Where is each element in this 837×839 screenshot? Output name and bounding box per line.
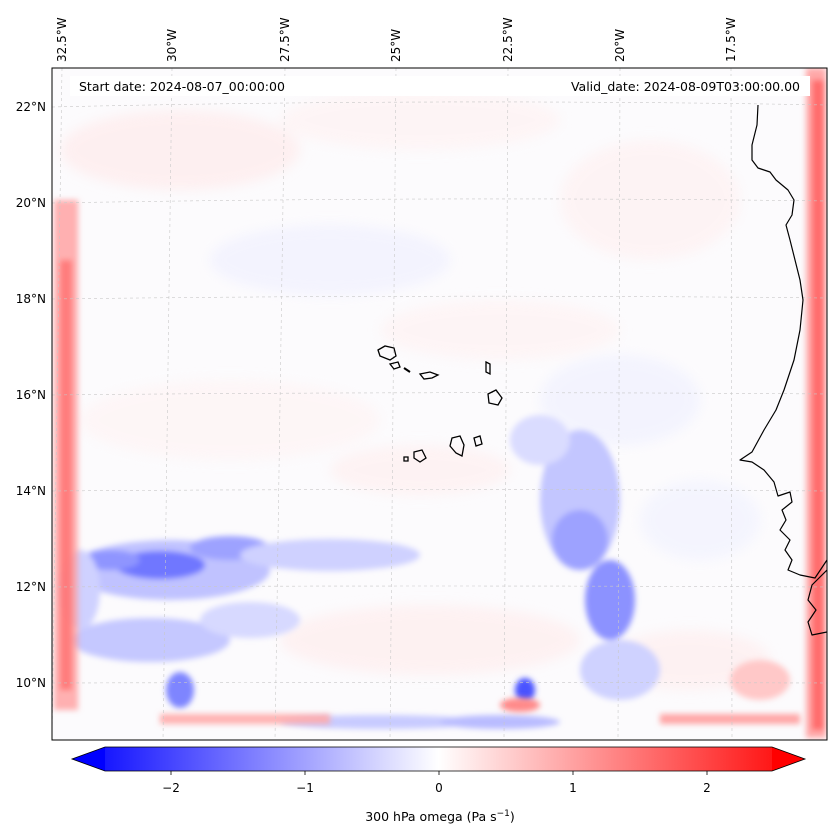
lat-label-14n: 14°N bbox=[16, 484, 46, 498]
map-frame bbox=[51, 67, 828, 741]
colorbar-tick-2: 2 bbox=[703, 781, 711, 795]
africa-coastline bbox=[739, 104, 827, 579]
valid-date-label: Valid_date: 2024-08-09T03:00:00.00 bbox=[571, 79, 800, 94]
colorbar-min-extend bbox=[72, 747, 105, 771]
colorbar-tick-neg2: −2 bbox=[162, 781, 180, 795]
colorbar: −2 −1 0 1 2 300 hPa omega (Pa s−1) bbox=[70, 746, 807, 824]
island-sao-nicolau bbox=[418, 371, 440, 380]
african-coast-south bbox=[807, 569, 827, 636]
coastline bbox=[739, 104, 827, 636]
lat-label-10n: 10°N bbox=[16, 676, 46, 690]
lat-label-18n: 18°N bbox=[16, 292, 46, 306]
lon-label-27-5w: 27.5°W bbox=[278, 17, 292, 62]
gridlines bbox=[52, 68, 827, 740]
lon-label-22-5w: 22.5°W bbox=[501, 17, 515, 62]
lat-label-16n: 16°N bbox=[16, 388, 46, 402]
lon-label-25w: 25°W bbox=[389, 29, 403, 62]
colorbar-max-extend bbox=[772, 747, 805, 771]
island-santa-luzia bbox=[403, 367, 411, 373]
colorbar-fill bbox=[72, 747, 805, 771]
lat-label-22n: 22°N bbox=[16, 100, 46, 114]
island-sal bbox=[485, 360, 491, 376]
lon-label-17-5w: 17.5°W bbox=[724, 17, 738, 62]
latitude-labels: 22°N 20°N 18°N 16°N 14°N 12°N 10°N bbox=[16, 100, 46, 690]
cape-verde-islands bbox=[377, 345, 503, 463]
lon-label-20w: 20°W bbox=[613, 29, 627, 62]
island-boa-vista bbox=[487, 389, 503, 406]
colorbar-tick-1: 1 bbox=[569, 781, 577, 795]
map-panel bbox=[52, 68, 827, 740]
island-fogo bbox=[413, 449, 427, 463]
island-santo-antao bbox=[377, 345, 397, 361]
start-date-label: Start date: 2024-08-07_00:00:00 bbox=[79, 79, 285, 94]
colorbar-ticks bbox=[170, 771, 708, 775]
island-sao-vicente bbox=[388, 361, 401, 370]
lat-label-20n: 20°N bbox=[16, 196, 46, 210]
longitude-labels: 32.5°W 30°W 27.5°W 25°W 22.5°W 20°W 17.5… bbox=[55, 17, 738, 62]
lon-label-30w: 30°W bbox=[165, 29, 179, 62]
colorbar-tick-0: 0 bbox=[435, 781, 443, 795]
colorbar-tick-neg1: −1 bbox=[296, 781, 314, 795]
colorbar-label: 300 hPa omega (Pa s−1) bbox=[365, 809, 515, 824]
descent-regions bbox=[54, 68, 826, 738]
omega-field bbox=[54, 68, 826, 738]
island-maio bbox=[473, 435, 483, 447]
header-bar bbox=[70, 76, 810, 96]
lon-label-32-5w: 32.5°W bbox=[55, 17, 69, 62]
lat-label-12n: 12°N bbox=[16, 580, 46, 594]
colorbar-outline bbox=[70, 746, 807, 772]
island-brava bbox=[403, 456, 409, 462]
island-santiago bbox=[449, 435, 465, 457]
